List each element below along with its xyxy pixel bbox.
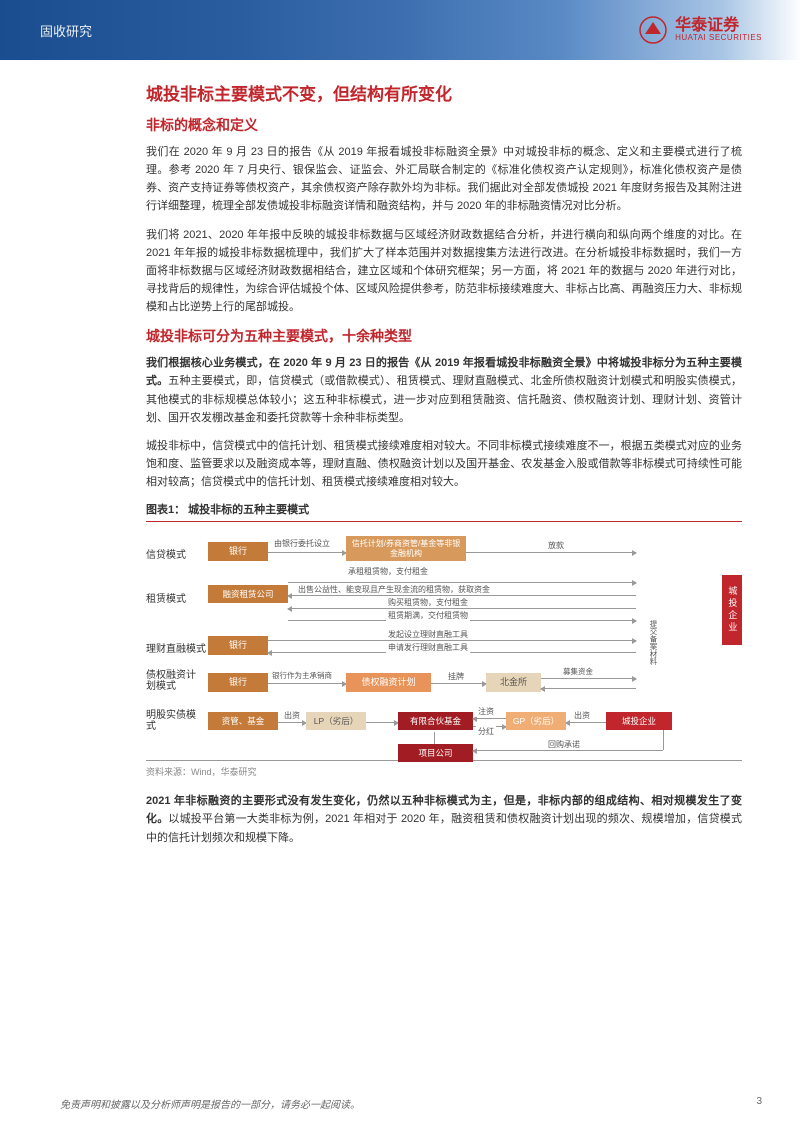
rowlabel-5: 明股实债模式 bbox=[146, 710, 196, 732]
edge-e3: 出售公益性、能变现且产生现金流的租赁物，获取资金 bbox=[296, 584, 492, 595]
node-chengtou: 城投企业 bbox=[722, 575, 742, 645]
para-s2-1: 我们根据核心业务模式，在 2020 年 9 月 23 日的报告《从 2019 年… bbox=[146, 354, 742, 427]
edge-e14: 出资 bbox=[572, 710, 592, 721]
title-main: 城投非标主要模式不变，但结构有所变化 bbox=[146, 80, 742, 105]
arrow-r2-1 bbox=[288, 582, 636, 583]
arrow-r4-1 bbox=[268, 683, 346, 684]
node-bjfae: 北金所 bbox=[486, 673, 541, 692]
footer-disclaimer: 免责声明和披露以及分析师声明是报告的一部分，请务必一起阅读。 bbox=[60, 1096, 360, 1111]
edge-e6: 租赁期满，交付租赁物 bbox=[386, 610, 470, 621]
node-fund: 有限合伙基金 bbox=[398, 712, 473, 730]
edge-e12: 提交备案材料 bbox=[646, 620, 661, 665]
node-bank1: 银行 bbox=[208, 542, 268, 561]
node-plan: 债权融资计划 bbox=[346, 673, 431, 692]
node-bank3: 银行 bbox=[208, 673, 268, 692]
rowlabel-3: 理财直融模式 bbox=[146, 640, 206, 655]
header-category: 固收研究 bbox=[40, 21, 92, 40]
edge-e11: 募集资金 bbox=[561, 666, 595, 677]
arrow-r5-1 bbox=[278, 722, 306, 723]
arrow-r5-5 bbox=[473, 750, 663, 751]
arrow-r2-3 bbox=[288, 608, 636, 609]
arrow-r4-4 bbox=[541, 688, 636, 689]
edge-e9: 银行作为主承销商 bbox=[270, 670, 334, 681]
node-proj: 项目公司 bbox=[398, 744, 473, 762]
logo-en: HUATAI SECURITIES bbox=[675, 34, 762, 43]
page-header: 固收研究 华泰证券 HUATAI SECURITIES bbox=[0, 0, 802, 60]
node-gp: GP（劣后） bbox=[506, 712, 566, 730]
figure1-diagram: 信贷模式 租赁模式 理财直融模式 债权融资计划模式 明股实债模式 银行 由银行委… bbox=[146, 521, 742, 761]
arrow-r4-2 bbox=[431, 683, 486, 684]
para-s3-1: 2021 年非标融资的主要形式没有发生变化，仍然以五种非标模式为主，但是，非标内… bbox=[146, 792, 742, 846]
para-s1-2: 我们将 2021、2020 年年报中反映的城投非标数据与区域经济财政数据结合分析… bbox=[146, 226, 742, 317]
footer-page: 3 bbox=[756, 1096, 762, 1111]
page-footer: 免责声明和披露以及分析师声明是报告的一部分，请务必一起阅读。 3 bbox=[60, 1096, 762, 1111]
arrow-r5-2 bbox=[366, 722, 398, 723]
rowlabel-2: 租赁模式 bbox=[146, 590, 186, 605]
edge-e17: 回购承诺 bbox=[546, 739, 582, 750]
logo-text: 华泰证券 HUATAI SECURITIES bbox=[675, 17, 762, 43]
edge-e1: 由银行委托设立 bbox=[272, 538, 332, 549]
node-chengtou2: 城投企业 bbox=[606, 712, 672, 730]
para-s3-1-rest: 以城投平台第一大类非标为例，2021 年相对于 2020 年，融资租赁和债权融资… bbox=[146, 813, 742, 843]
figure1-source: 资料来源：Wind，华泰研究 bbox=[146, 765, 742, 778]
arrow-ct2-v bbox=[663, 730, 664, 750]
edge-e7: 发起设立理财直融工具 bbox=[386, 629, 470, 640]
arrow-r3-1 bbox=[268, 640, 636, 641]
rowlabel-4: 债权融资计划模式 bbox=[146, 670, 196, 692]
edge-e4: 承租租赁物，支付租金 bbox=[346, 566, 430, 577]
logo-icon bbox=[639, 16, 667, 44]
node-lease: 融资租赁公司 bbox=[208, 585, 288, 603]
arrow-r2-2 bbox=[288, 595, 636, 596]
heading-s1: 非标的概念和定义 bbox=[146, 115, 742, 135]
arrow-r4-3 bbox=[541, 678, 636, 679]
edge-e15: 注资 bbox=[476, 706, 496, 717]
header-logo: 华泰证券 HUATAI SECURITIES bbox=[639, 16, 762, 44]
node-bank2: 银行 bbox=[208, 636, 268, 655]
arrow-proj-v bbox=[434, 732, 435, 744]
para-s2-1-rest: 五种主要模式，即，信贷模式（或借款模式）、租赁模式、理财直融模式、北金所债权融资… bbox=[146, 375, 742, 423]
edge-e16: 分红 bbox=[476, 726, 496, 737]
logo-cn: 华泰证券 bbox=[675, 17, 762, 35]
heading-s2: 城投非标可分为五种主要模式，十余种类型 bbox=[146, 326, 742, 346]
arrow-r5-3 bbox=[473, 718, 506, 719]
edge-e2: 放款 bbox=[546, 540, 566, 551]
edge-e8: 申请发行理财直融工具 bbox=[386, 642, 470, 653]
para-s2-2: 城投非标中，信贷模式中的信托计划、租赁模式接续难度相对较大。不同非标模式接续难度… bbox=[146, 437, 742, 491]
node-trust: 信托计划/券商资管/基金等非银金融机构 bbox=[346, 536, 466, 561]
rowlabel-1: 信贷模式 bbox=[146, 546, 186, 561]
node-lp: LP（劣后） bbox=[306, 712, 366, 730]
arrow-r1-1 bbox=[268, 552, 346, 553]
edge-e10: 挂牌 bbox=[446, 671, 466, 682]
para-s1-1: 我们在 2020 年 9 月 23 日的报告《从 2019 年报看城投非标融资全… bbox=[146, 143, 742, 216]
node-am: 资管、基金 bbox=[208, 712, 278, 730]
content-body: 城投非标主要模式不变，但结构有所变化 非标的概念和定义 我们在 2020 年 9… bbox=[0, 60, 802, 877]
arrow-r5-4 bbox=[566, 722, 606, 723]
figure1-title: 图表1： 城投非标的五种主要模式 bbox=[146, 501, 742, 517]
edge-e5: 购买租赁物，支付租金 bbox=[386, 597, 470, 608]
edge-e13: 出资 bbox=[282, 710, 302, 721]
arrow-r1-2 bbox=[466, 552, 636, 553]
